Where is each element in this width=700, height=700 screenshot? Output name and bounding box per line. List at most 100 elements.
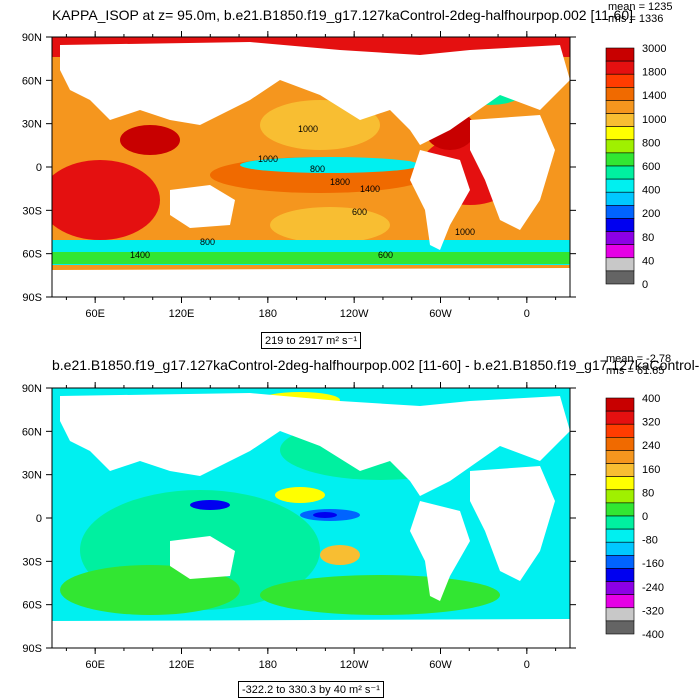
- colorbar-label: 80: [642, 487, 654, 499]
- colorbar-label: 400: [642, 185, 660, 197]
- x-tick-label: 0: [524, 659, 530, 671]
- y-tick-label: 90N: [22, 32, 42, 44]
- colorbar-swatch: [605, 541, 635, 556]
- colorbar-swatch: [605, 60, 635, 75]
- colorbar-swatch: [605, 450, 635, 464]
- colorbar-label: 40: [642, 255, 654, 267]
- panel-1-title: KAPPA_ISOP at z= 95.0m, b.e21.B1850.f19_…: [52, 7, 634, 23]
- contour-label: 1400: [360, 184, 380, 194]
- colorbar-swatch: [605, 620, 635, 635]
- colorbar-label: 1400: [642, 90, 666, 102]
- y-tick-label: 90N: [22, 383, 42, 395]
- contour-label: 1000: [455, 227, 475, 237]
- panel-2-map: 90N 60N 30N 0 30S 60S 90S 60E 120E 180 120W 60W 0 40…: [22, 382, 664, 671]
- y-tick-label: 60S: [22, 249, 42, 261]
- colorbar-swatch: [605, 205, 635, 219]
- colorbar-label: -240: [642, 582, 664, 594]
- x-tick-label: 60W: [429, 659, 452, 671]
- colorbar-swatch: [605, 113, 635, 127]
- colorbar-swatch: [605, 73, 635, 88]
- colorbar-swatch: [605, 397, 635, 412]
- x-tick-label: 180: [259, 659, 277, 671]
- colorbar-label: 0: [642, 279, 648, 291]
- colorbar-label: -160: [642, 558, 664, 570]
- y-tick-label: 0: [36, 513, 42, 525]
- x-tick-label: 120W: [340, 659, 369, 671]
- y-tick-label: 30N: [22, 470, 42, 482]
- panel-2-mean: mean = -2.78: [606, 353, 672, 365]
- colorbar-swatch: [605, 100, 635, 114]
- colorbar-label: -320: [642, 605, 664, 617]
- colorbar-swatch: [605, 191, 635, 206]
- x-tick-label: 0: [524, 308, 530, 320]
- colorbar-swatch: [605, 87, 635, 101]
- x-tick-label: 120W: [340, 308, 369, 320]
- colorbar-swatch: [605, 502, 635, 517]
- colorbar-swatch: [605, 270, 635, 285]
- x-tick-label: 120E: [169, 308, 195, 320]
- colorbar-label: 240: [642, 440, 660, 452]
- colorbar-swatch: [605, 244, 635, 259]
- colorbar-swatch: [605, 581, 635, 595]
- y-tick-label: 30N: [22, 119, 42, 131]
- colorbar-label: 0: [642, 511, 648, 523]
- colorbar-swatch: [605, 528, 635, 543]
- colorbar-swatch: [605, 218, 635, 232]
- colorbar-swatch: [605, 568, 635, 582]
- y-tick-label: 0: [36, 162, 42, 174]
- colorbar-swatch: [605, 463, 635, 477]
- contour-label: 800: [200, 237, 215, 247]
- contour-label: 1800: [330, 177, 350, 187]
- colorbar-swatch: [605, 47, 635, 62]
- colorbar-swatch: [605, 126, 635, 141]
- colorbar-label: 600: [642, 161, 660, 173]
- colorbar-swatch: [605, 476, 635, 491]
- colorbar-label: 80: [642, 232, 654, 244]
- colorbar-swatch: [605, 423, 635, 438]
- colorbar-swatch: [605, 139, 635, 154]
- contour-label: 800: [310, 164, 325, 174]
- y-tick-label: 90S: [22, 643, 42, 655]
- x-tick-label: 120E: [169, 659, 195, 671]
- colorbar-swatch: [605, 152, 635, 167]
- panel-1-map: 1000 1000 800 600 1400 800 1800 1000 600…: [22, 31, 666, 320]
- contour-label: 1000: [298, 124, 318, 134]
- colorbar-label: 1000: [642, 114, 666, 126]
- contour-label: 1400: [130, 250, 150, 260]
- colorbar-label: 160: [642, 464, 660, 476]
- panel-2-title: b.e21.B1850.f19_g17.127kaControl-2deg-ha…: [52, 357, 700, 373]
- panel-2-range-label: -322.2 to 330.3 by 40 m² s⁻¹: [238, 681, 384, 698]
- colorbar-swatch: [605, 594, 635, 609]
- x-tick-label: 180: [259, 308, 277, 320]
- y-tick-label: 30S: [22, 205, 42, 217]
- colorbar-swatch: [605, 607, 635, 622]
- y-tick-label: 60S: [22, 600, 42, 612]
- colorbar-label: 200: [642, 208, 660, 220]
- colorbar-swatch: [605, 437, 635, 451]
- y-tick-label: 60N: [22, 426, 42, 438]
- panel-2-rms: rms = 61.65: [606, 365, 665, 377]
- contour-label: 600: [352, 207, 367, 217]
- colorbar-swatch: [605, 178, 635, 193]
- contour-label: 600: [378, 250, 393, 260]
- panel-1-range-label: 219 to 2917 m² s⁻¹: [261, 332, 362, 349]
- colorbar-label: -80: [642, 535, 658, 547]
- colorbar-swatch: [605, 257, 635, 272]
- colorbar-label: 3000: [642, 43, 666, 55]
- colorbar-label: 400: [642, 393, 660, 405]
- x-tick-label: 60E: [85, 308, 105, 320]
- colorbar-label: 800: [642, 137, 660, 149]
- colorbar-label: 320: [642, 417, 660, 429]
- x-tick-label: 60E: [85, 659, 105, 671]
- colorbar-label: -400: [642, 629, 664, 641]
- y-tick-label: 90S: [22, 292, 42, 304]
- colorbar-swatch: [605, 410, 635, 425]
- x-tick-label: 60W: [429, 308, 452, 320]
- colorbar-swatch: [605, 555, 635, 569]
- colorbar-swatch: [605, 165, 635, 180]
- panel-1-mean: mean = 1235: [608, 1, 673, 13]
- y-tick-label: 60N: [22, 75, 42, 87]
- contour-label: 1000: [258, 154, 278, 164]
- y-tick-label: 30S: [22, 556, 42, 568]
- colorbar-swatch: [605, 489, 635, 504]
